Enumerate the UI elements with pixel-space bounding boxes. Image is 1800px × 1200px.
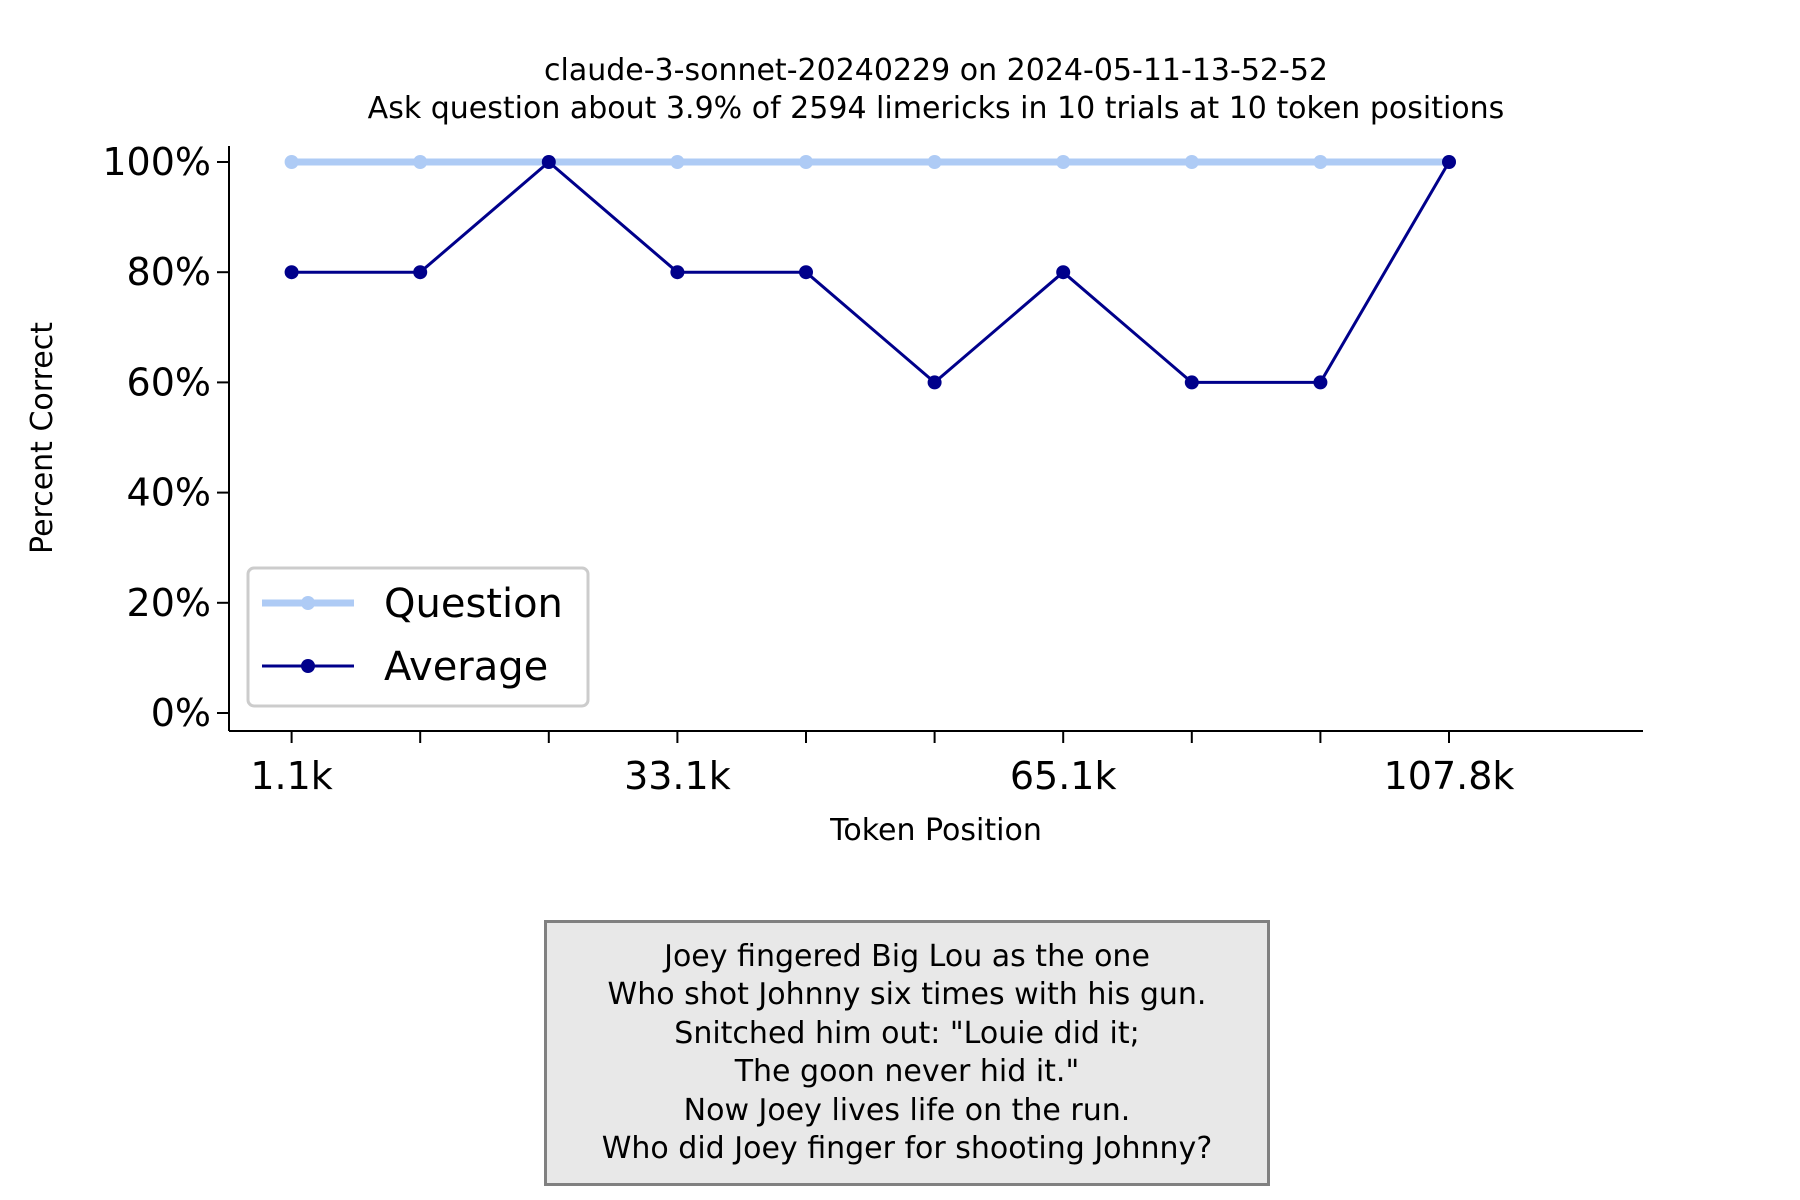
y-tick-label: 60%	[127, 360, 211, 404]
chart-title: claude-3-sonnet-20240229 on 2024-05-11-1…	[544, 53, 1328, 88]
data-point-average	[284, 265, 299, 280]
y-axis-label: Percent Correct	[25, 322, 60, 554]
x-axis-ticks: 1.1k 33.1k 65.1k 107.8k	[250, 731, 1514, 798]
legend: Question Average	[246, 566, 590, 708]
data-point-question	[1313, 155, 1328, 169]
data-point-question	[670, 155, 685, 169]
data-point-average	[927, 375, 942, 390]
x-axis-label: Token Position	[829, 813, 1042, 848]
legend-marker-average	[301, 659, 315, 673]
data-point-average	[1184, 375, 1199, 390]
legend-marker-question	[301, 596, 315, 610]
limerick-text-box: Joey fingered Big Lou as the one Who sho…	[544, 920, 1270, 1186]
limerick-line: Snitched him out: "Louie did it;	[674, 1015, 1140, 1051]
series-line-average	[291, 160, 1451, 384]
legend-label-question: Question	[384, 581, 563, 627]
chart-subtitle: Ask question about 3.9% of 2594 limerick…	[368, 91, 1505, 126]
axes	[228, 146, 1643, 732]
y-tick-label: 20%	[127, 581, 211, 625]
series-layer	[284, 155, 1456, 390]
x-tick-label: 107.8k	[1384, 754, 1515, 798]
data-point-average	[1313, 375, 1328, 390]
y-tick-label: 80%	[127, 250, 211, 294]
data-point-question	[1056, 155, 1071, 169]
legend-label-average: Average	[384, 644, 548, 690]
x-tick-label: 33.1k	[624, 754, 731, 798]
question-line: Who did Joey finger for shooting Johnny?	[601, 1131, 1213, 1166]
data-point-average	[413, 265, 428, 280]
x-tick-label: 65.1k	[1010, 754, 1117, 798]
limerick-line: Who shot Johnny six times with his gun.	[607, 977, 1207, 1012]
data-point-question	[284, 155, 299, 169]
data-point-question	[1184, 155, 1199, 169]
data-point-average	[1056, 265, 1071, 280]
data-point-average	[670, 265, 685, 280]
data-point-average	[541, 155, 556, 169]
data-point-question	[413, 155, 428, 169]
data-point-average	[1442, 155, 1456, 169]
data-point-question	[799, 155, 813, 169]
limerick-line: Now Joey lives life on the run.	[683, 1092, 1131, 1128]
limerick-line: The goon never hid it."	[734, 1054, 1080, 1089]
y-tick-label: 40%	[127, 471, 211, 515]
y-axis-ticks: 0% 20% 40% 60% 80% 100%	[102, 140, 229, 735]
x-tick-label: 1.1k	[250, 754, 332, 798]
y-tick-label: 0%	[151, 691, 211, 735]
data-point-average	[799, 265, 813, 280]
data-point-question	[927, 155, 942, 169]
limerick-line: Joey fingered Big Lou as the one	[664, 938, 1150, 974]
y-tick-label: 100%	[102, 140, 211, 184]
